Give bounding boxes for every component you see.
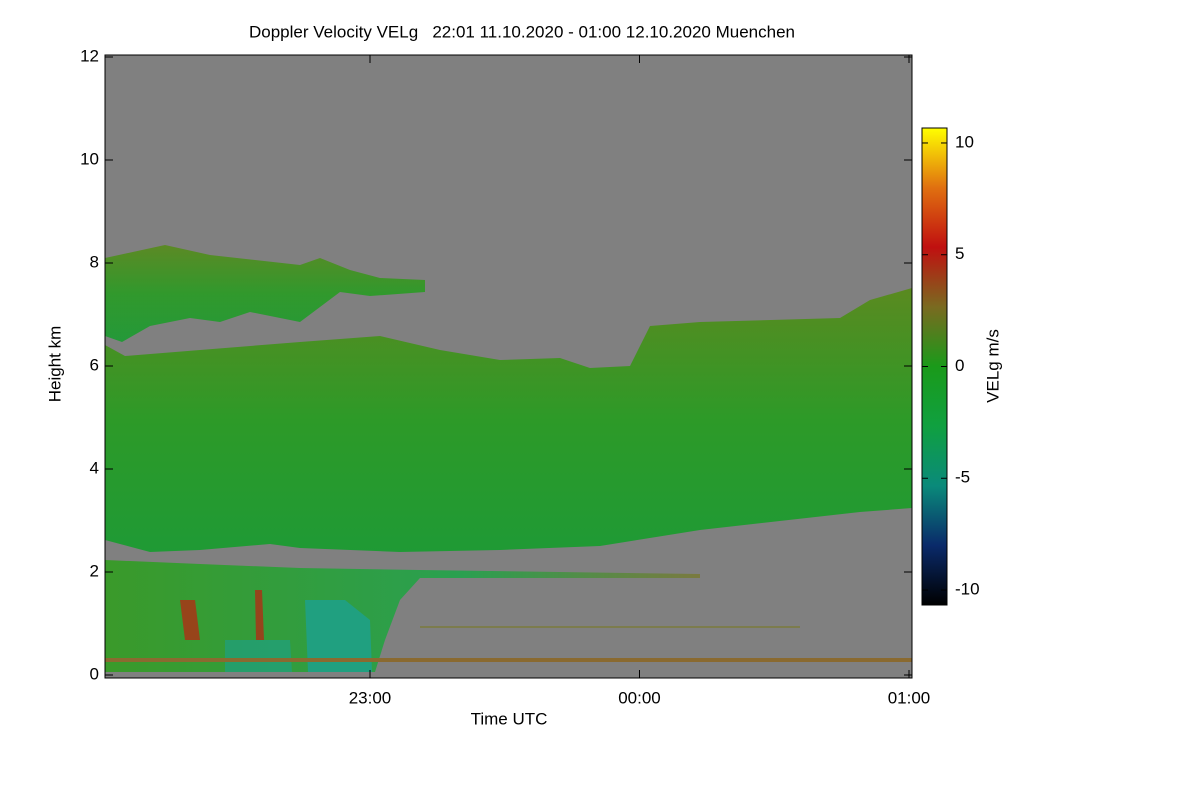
x-tick-label: 00:00 [618,688,661,707]
colorbar-tick-label: -5 [955,468,970,487]
colorbar-tick-label: -10 [955,580,980,599]
y-tick-label: 8 [90,252,99,271]
chart-title: Doppler Velocity VELg 22:01 11.10.2020 -… [249,22,795,41]
y-axis-label: Height km [45,326,64,403]
x-tick-label: 01:00 [888,688,931,707]
y-tick-label: 10 [80,149,99,168]
colorbar-tick-label: 10 [955,132,974,151]
velocity-field [105,245,912,672]
y-tick-label: 12 [80,46,99,65]
y-tick-label: 0 [90,664,99,683]
x-axis-label: Time UTC [471,709,548,728]
x-tick-label: 23:00 [349,688,392,707]
y-tick-label: 4 [90,458,99,477]
y-tick-label: 6 [90,355,99,374]
colorbar-tick-label: 0 [955,356,964,375]
colorbar-tick-label: 5 [955,244,964,263]
colorbar-label: VELg m/s [983,329,1002,403]
y-tick-label: 2 [90,561,99,580]
